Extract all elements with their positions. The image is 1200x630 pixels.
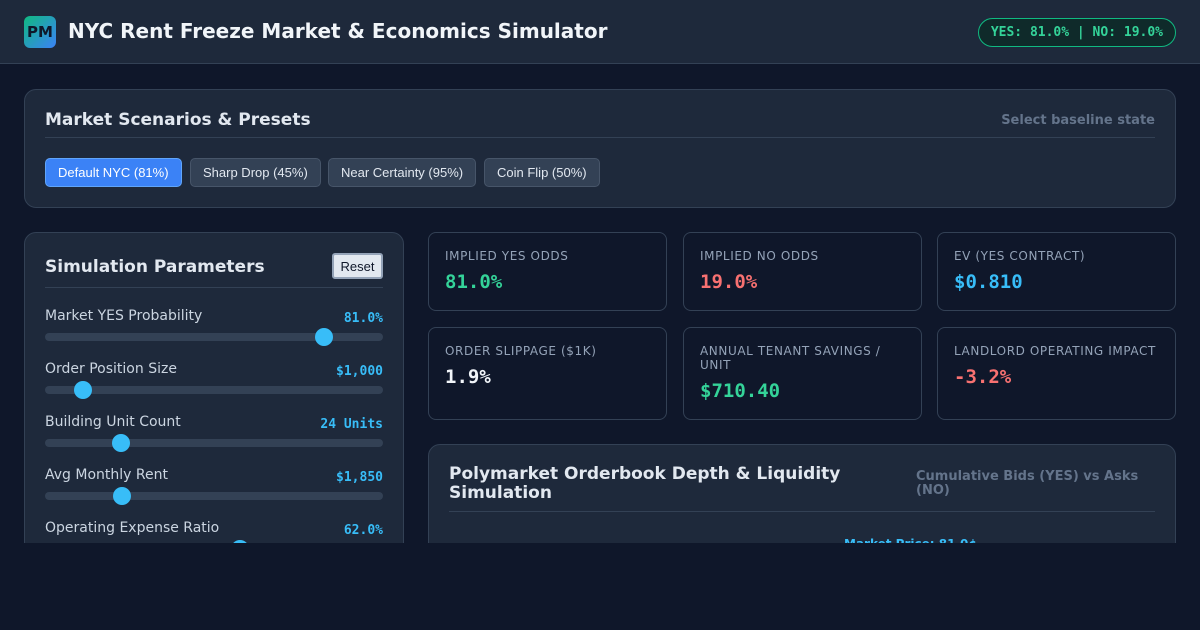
presets-subtitle: Select baseline state xyxy=(1001,113,1155,128)
slider-thumb[interactable] xyxy=(113,487,132,505)
order-slippage-card: ORDER SLIPPAGE ($1K) 1.9% xyxy=(428,327,667,420)
page-background xyxy=(0,543,1200,630)
odds-status-badge: YES: 81.0% | NO: 19.0% xyxy=(977,18,1176,47)
ev-yes-contract-card: EV (YES CONTRACT) $0.810 xyxy=(937,232,1176,311)
market-presets-panel: Market Scenarios & Presets Select baseli… xyxy=(24,89,1176,208)
landlord-impact-card: LANDLORD OPERATING IMPACT -3.2% xyxy=(937,327,1176,420)
yes-probability-value: 81.0% xyxy=(343,311,383,326)
app-header: PM NYC Rent Freeze Market & Economics Si… xyxy=(0,0,1200,64)
stat-value: $0.810 xyxy=(954,271,1023,293)
stat-label: IMPLIED YES ODDS xyxy=(445,249,569,263)
orderbook-subtitle: Cumulative Bids (YES) vs Asks (NO) xyxy=(916,469,1139,498)
preset-sharp-drop-button[interactable]: Sharp Drop (45%) xyxy=(190,158,321,187)
logo: PM xyxy=(24,16,56,48)
orderbook-depth-panel: Polymarket Orderbook Depth & Liquidity S… xyxy=(428,444,1176,584)
simulation-parameters-panel: Simulation Parameters Reset Market YES P… xyxy=(24,232,404,572)
yes-probability-label: Market YES Probability xyxy=(45,308,203,324)
slider-thumb[interactable] xyxy=(74,381,93,399)
stat-label: ORDER SLIPPAGE ($1K) xyxy=(445,344,597,358)
stat-label: EV (YES CONTRACT) xyxy=(954,249,1086,263)
stat-value: 19.0% xyxy=(700,271,758,293)
unit-count-label: Building Unit Count xyxy=(45,414,181,430)
stat-label: LANDLORD OPERATING IMPACT xyxy=(954,344,1156,358)
presets-title: Market Scenarios & Presets xyxy=(45,110,311,130)
orderbook-title: Polymarket Orderbook Depth & Liquidity S… xyxy=(449,464,841,503)
stat-value: 1.9% xyxy=(445,366,491,388)
params-title: Simulation Parameters xyxy=(45,257,265,277)
preset-coin-flip-button[interactable]: Coin Flip (50%) xyxy=(484,158,600,187)
orderbook-divider xyxy=(449,511,1155,512)
stat-label: ANNUAL TENANT SAVINGS / UNIT xyxy=(700,344,881,372)
slider-thumb[interactable] xyxy=(111,434,130,452)
stat-value: -3.2% xyxy=(954,366,1012,388)
expense-ratio-value: 62.0% xyxy=(343,523,383,538)
monthly-rent-slider[interactable] xyxy=(45,487,383,505)
unit-count-slider[interactable] xyxy=(45,434,383,452)
implied-no-odds-card: IMPLIED NO ODDS 19.0% xyxy=(683,232,922,311)
order-size-label: Order Position Size xyxy=(45,361,177,377)
unit-count-value: 24 Units xyxy=(320,417,383,432)
app-title: NYC Rent Freeze Market & Economics Simul… xyxy=(68,19,608,43)
reset-button[interactable]: Reset xyxy=(332,253,383,279)
implied-yes-odds-card: IMPLIED YES ODDS 81.0% xyxy=(428,232,667,311)
tenant-savings-card: ANNUAL TENANT SAVINGS / UNIT $710.40 xyxy=(683,327,922,420)
preset-default-nyc-button[interactable]: Default NYC (81%) xyxy=(45,158,182,187)
order-size-value: $1,000 xyxy=(336,364,383,379)
preset-near-certainty-button[interactable]: Near Certainty (95%) xyxy=(328,158,477,187)
order-size-slider[interactable] xyxy=(45,381,383,399)
yes-probability-slider[interactable] xyxy=(45,328,383,346)
stat-label: IMPLIED NO ODDS xyxy=(700,249,819,263)
monthly-rent-value: $1,850 xyxy=(336,470,383,485)
params-divider xyxy=(45,287,383,288)
slider-thumb[interactable] xyxy=(314,328,333,346)
stat-value: 81.0% xyxy=(445,271,503,293)
presets-divider xyxy=(45,137,1155,138)
expense-ratio-label: Operating Expense Ratio xyxy=(45,520,220,536)
monthly-rent-label: Avg Monthly Rent xyxy=(45,467,168,483)
stat-value: $710.40 xyxy=(700,380,781,402)
